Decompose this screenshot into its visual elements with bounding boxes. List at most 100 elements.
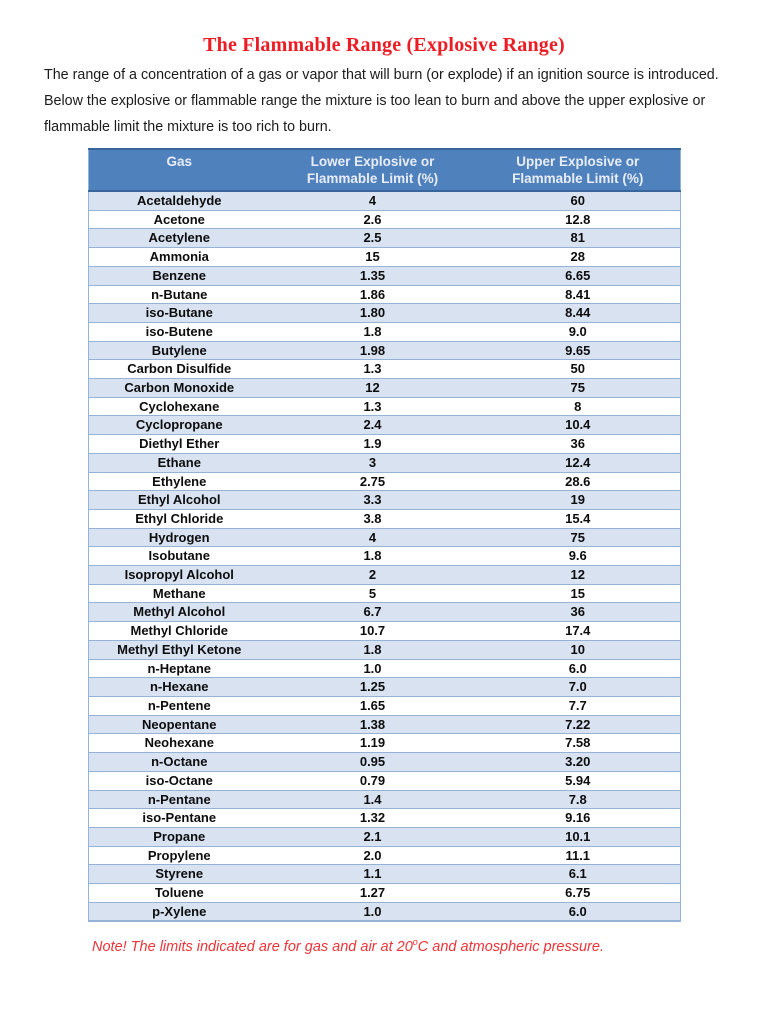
gas-table-body: Acetaldehyde 4 60 Acetone 2.6 12.8 Acetylene 2.…: [88, 191, 681, 922]
table-row: n-Pentene 1.65 7.7: [88, 696, 681, 716]
upper-limit-cell: 9.0: [475, 322, 681, 342]
upper-limit-cell: 60: [475, 191, 681, 211]
gas-name-cell: Neopentane: [88, 715, 270, 735]
table-row: Diethyl Ether 1.9 36: [88, 434, 681, 454]
gas-name-cell: n-Heptane: [88, 659, 270, 679]
lower-limit-cell: 1.3: [269, 397, 476, 417]
upper-limit-cell: 12.4: [475, 453, 681, 473]
table-row: Propane 2.1 10.1: [88, 827, 681, 847]
gas-name-cell: Acetaldehyde: [88, 191, 270, 211]
lower-limit-cell: 2.0: [269, 846, 476, 866]
lower-limit-cell: 1.65: [269, 696, 476, 716]
lower-limit-cell: 1.80: [269, 303, 476, 323]
gas-name-cell: p-Xylene: [88, 902, 270, 922]
upper-limit-cell: 3.20: [475, 752, 681, 772]
lower-limit-cell: 1.0: [269, 902, 476, 922]
table-row: n-Butane 1.86 8.41: [88, 285, 681, 305]
upper-limit-cell: 11.1: [475, 846, 681, 866]
lower-limit-cell: 2: [269, 565, 476, 585]
upper-limit-cell: 10.4: [475, 415, 681, 436]
gas-name-cell: n-Pentene: [88, 696, 270, 716]
lower-limit-cell: 5: [269, 584, 476, 604]
upper-limit-cell: 6.65: [475, 266, 681, 286]
lower-limit-cell: 1.8: [269, 322, 476, 342]
upper-limit-cell: 6.0: [475, 902, 681, 922]
upper-limit-cell: 15: [475, 584, 681, 604]
lower-limit-cell: 1.8: [269, 640, 476, 660]
lower-limit-cell: 1.8: [269, 546, 476, 567]
table-row: Cyclopropane 2.4 10.4: [88, 415, 681, 436]
upper-limit-cell: 75: [475, 378, 681, 398]
lower-limit-cell: 1.27: [269, 883, 476, 903]
gas-name-cell: n-Octane: [88, 752, 270, 772]
upper-limit-cell: 17.4: [475, 621, 681, 641]
upper-limit-cell: 10: [475, 640, 681, 660]
lower-limit-cell: 2.4: [269, 415, 476, 436]
upper-limit-cell: 7.22: [475, 715, 681, 735]
upper-limit-cell: 6.75: [475, 883, 681, 903]
upper-limit-cell: 7.7: [475, 696, 681, 716]
lower-limit-cell: 1.1: [269, 864, 476, 885]
gas-name-cell: iso-Octane: [88, 771, 270, 791]
lower-limit-cell: 1.38: [269, 715, 476, 735]
lower-limit-cell: 1.19: [269, 733, 476, 754]
lower-limit-cell: 0.79: [269, 771, 476, 791]
gas-name-cell: Propylene: [88, 846, 270, 866]
gas-name-cell: Neohexane: [88, 733, 270, 754]
gas-name-cell: Carbon Disulfide: [88, 359, 270, 380]
lower-limit-cell: 1.98: [269, 341, 476, 361]
upper-limit-cell: 50: [475, 359, 681, 380]
table-row: iso-Butane 1.80 8.44: [88, 303, 681, 323]
gas-name-cell: Isopropyl Alcohol: [88, 565, 270, 585]
header-upper-limit: Upper Explosive or Flammable Limit (%): [475, 148, 681, 192]
lower-limit-cell: 1.86: [269, 285, 476, 305]
gas-name-cell: Carbon Monoxide: [88, 378, 270, 398]
lower-limit-cell: 3.3: [269, 490, 476, 510]
intro-paragraph: The range of a concentration of a gas or…: [44, 62, 768, 140]
upper-limit-cell: 9.16: [475, 808, 681, 828]
gas-name-cell: Styrene: [88, 864, 270, 885]
lower-limit-cell: 10.7: [269, 621, 476, 641]
table-row: Acetaldehyde 4 60: [88, 191, 681, 211]
table-row: Methyl Chloride 10.7 17.4: [88, 621, 681, 641]
gas-name-cell: Methane: [88, 584, 270, 604]
gas-name-cell: Ethylene: [88, 472, 270, 492]
table-row: Carbon Monoxide 12 75: [88, 378, 681, 398]
upper-limit-cell: 36: [475, 602, 681, 623]
gas-name-cell: Ethyl Alcohol: [88, 490, 270, 510]
upper-limit-cell: 28.6: [475, 472, 681, 492]
gas-name-cell: n-Pentane: [88, 790, 270, 810]
table-row: Toluene 1.27 6.75: [88, 883, 681, 903]
gas-name-cell: n-Butane: [88, 285, 270, 305]
gas-name-cell: Butylene: [88, 341, 270, 361]
table-row: Neohexane 1.19 7.58: [88, 733, 681, 754]
lower-limit-cell: 4: [269, 528, 476, 548]
upper-limit-cell: 10.1: [475, 827, 681, 847]
gas-name-cell: Hydrogen: [88, 528, 270, 548]
gas-name-cell: iso-Butane: [88, 303, 270, 323]
table-row: Methyl Ethyl Ketone 1.8 10: [88, 640, 681, 660]
gas-name-cell: Ethyl Chloride: [88, 509, 270, 529]
gas-name-cell: Toluene: [88, 883, 270, 903]
table-row: Methyl Alcohol 6.7 36: [88, 602, 681, 623]
gas-name-cell: Diethyl Ether: [88, 434, 270, 454]
lower-limit-cell: 1.25: [269, 677, 476, 697]
gas-name-cell: Methyl Chloride: [88, 621, 270, 641]
upper-limit-cell: 8.41: [475, 285, 681, 305]
flammable-range-table: Gas Lower Explosive or Flammable Limit (…: [88, 148, 681, 923]
footnote: Note! The limits indicated are for gas a…: [92, 938, 768, 956]
intro-line: The range of a concentration of a gas or…: [44, 67, 719, 83]
footnote-text-end: C and atmospheric pressure.: [417, 939, 604, 956]
lower-limit-cell: 1.3: [269, 359, 476, 380]
gas-name-cell: Methyl Alcohol: [88, 602, 270, 623]
lower-limit-cell: 1.32: [269, 808, 476, 828]
lower-limit-cell: 2.1: [269, 827, 476, 847]
lower-limit-cell: 2.5: [269, 228, 476, 249]
lower-limit-cell: 1.9: [269, 434, 476, 454]
upper-limit-cell: 75: [475, 528, 681, 548]
table-row: Carbon Disulfide 1.3 50: [88, 359, 681, 380]
table-row: Isopropyl Alcohol 2 12: [88, 565, 681, 585]
upper-limit-cell: 36: [475, 434, 681, 454]
table-row: n-Heptane 1.0 6.0: [88, 659, 681, 679]
